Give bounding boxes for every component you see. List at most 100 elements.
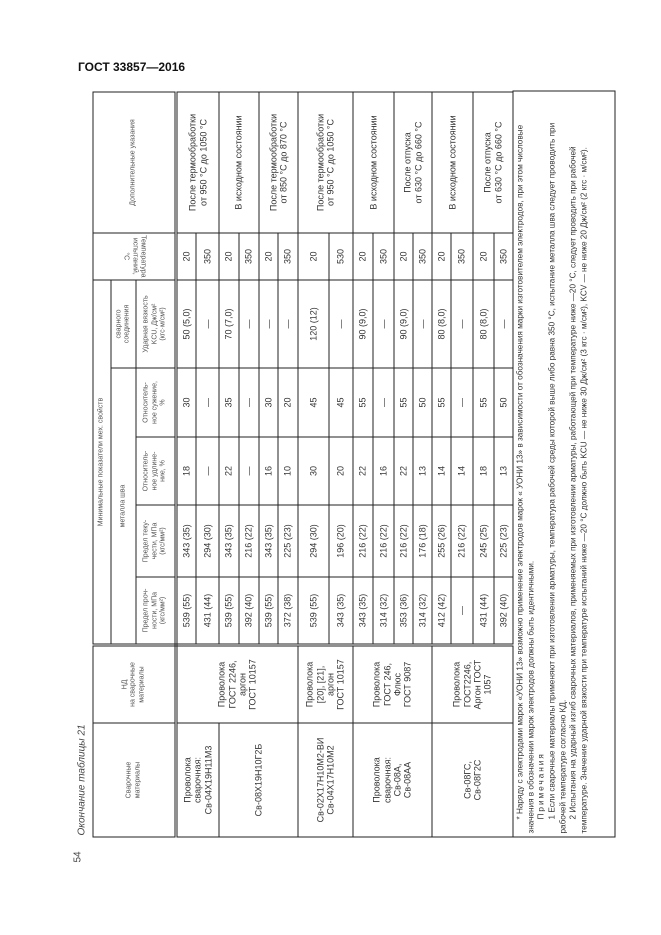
- nd-cell: Проволока ГОСТ2246, Аргон ГОСТ 1057: [431, 644, 513, 723]
- ultimate-strength-cell: 343 (35): [328, 576, 353, 645]
- reduction-cell: 55: [352, 367, 373, 437]
- test-temp-cell: 350: [195, 232, 219, 280]
- notes-heading: Примечания: [536, 751, 546, 819]
- test-temp-cell: 20: [393, 232, 413, 280]
- footnote-asterisk: * Наряду с электродами марок «УОНИ 13» в…: [515, 124, 535, 833]
- notes-cell: После термообработки от 950 °С до 1050 °…: [297, 91, 353, 233]
- reduction-cell: 20: [277, 367, 298, 437]
- ultimate-strength-cell: 392 (40): [493, 576, 513, 645]
- yield-strength-cell: 216 (22): [372, 504, 394, 577]
- elongation-cell: 14: [431, 436, 451, 505]
- reduction-cell: 50: [493, 367, 513, 437]
- yield-strength-cell: 294 (30): [195, 504, 219, 577]
- impact-cell: —: [258, 279, 278, 368]
- header-nd: НД на сварочные материалы: [92, 644, 176, 723]
- notes-cell: После отпуска от 630 °С до 660 °С: [393, 91, 432, 233]
- notes-cell: После отпуска от 630 °С до 660 °С: [472, 91, 513, 233]
- yield-strength-cell: 255 (26): [431, 504, 451, 577]
- test-temp-cell: 20: [352, 232, 373, 280]
- test-temp-cell: 20: [431, 232, 451, 280]
- yield-strength-cell: 343 (35): [175, 504, 196, 577]
- table-header: Сварочные материалы НД на сварочные мате…: [92, 91, 176, 837]
- yield-strength-cell: 225 (23): [277, 504, 298, 577]
- test-temp-cell: 20: [472, 232, 494, 280]
- notes-cell: После термообработки от 850 °С до 870 °С: [258, 91, 298, 233]
- yield-strength-cell: 216 (22): [238, 504, 259, 577]
- elongation-cell: 18: [472, 436, 494, 505]
- elongation-cell: 20: [328, 436, 353, 505]
- test-temp-cell: 350: [238, 232, 259, 280]
- header-ultimate-strength: Предел проч- ности, МПа (кгс/мм²): [135, 576, 176, 645]
- elongation-cell: —: [195, 436, 219, 505]
- impact-cell: 80 (8,0): [472, 279, 494, 368]
- notes-cell: В исходном состоянии: [431, 91, 473, 233]
- header-weld-metal: металла шва: [110, 367, 136, 645]
- rotated-table-page: 54 Окончание таблицы 21 Сварочные матери…: [70, 90, 615, 870]
- elongation-cell: —: [238, 436, 259, 505]
- impact-cell: 80 (8,0): [431, 279, 451, 368]
- impact-cell: 90 (9,0): [352, 279, 373, 368]
- header-reduction: Относитель- ное сужение, %: [135, 367, 176, 437]
- reduction-cell: —: [238, 367, 259, 437]
- header-elongation: Относитель- ное удлине- ние, %: [135, 436, 176, 505]
- elongation-cell: 18: [175, 436, 196, 505]
- impact-cell: —: [412, 279, 432, 368]
- yield-strength-cell: 245 (25): [472, 504, 494, 577]
- ultimate-strength-cell: —: [450, 576, 473, 645]
- test-temp-cell: 350: [277, 232, 298, 280]
- nd-cell: Проволока ГОСТ 246, Флюс ГОСТ 9087: [352, 644, 432, 723]
- header-notes: Дополнительные указания: [92, 91, 176, 233]
- properties-table: Сварочные материалы НД на сварочные мате…: [92, 91, 513, 837]
- yield-strength-cell: 216 (22): [393, 504, 413, 577]
- test-temp-cell: 350: [493, 232, 513, 280]
- test-temp-cell: 20: [218, 232, 239, 280]
- table-row: Св-08Х19Н10Г2Б 539 (55) 343 (35) 22 35 70 (7,…: [218, 91, 298, 837]
- impact-cell: —: [238, 279, 259, 368]
- yield-strength-cell: 216 (22): [450, 504, 473, 577]
- yield-strength-cell: 176 (18): [412, 504, 432, 577]
- impact-cell: 120 (12): [297, 279, 329, 368]
- yield-strength-cell: 294 (30): [297, 504, 329, 577]
- header-impact: Ударная вязкость KCU, Дж/см² (кгс·м/см²): [135, 279, 176, 368]
- material-cell: Св-02Х17Н10М2-ВИ Св-04Х17Н10М2: [297, 722, 353, 837]
- elongation-cell: 10: [277, 436, 298, 505]
- notes-cell: В исходном состоянии: [352, 91, 394, 233]
- yield-strength-cell: 343 (35): [218, 504, 239, 577]
- page-number: 54: [72, 850, 83, 862]
- elongation-cell: 22: [393, 436, 413, 505]
- note-2: 2 Испытания на ударный изгиб сварочных м…: [568, 145, 588, 833]
- table-row: Проволока сварочная: Св-04Х19Н11М3 Провол…: [175, 91, 298, 837]
- impact-cell: 70 (7,0): [218, 279, 239, 368]
- impact-cell: —: [493, 279, 513, 368]
- notes-cell: В исходном состоянии: [218, 91, 259, 233]
- ultimate-strength-cell: 392 (40): [238, 576, 259, 645]
- ultimate-strength-cell: 431 (44): [195, 576, 219, 645]
- ultimate-strength-cell: 353 (36): [393, 576, 413, 645]
- yield-strength-cell: 196 (20): [328, 504, 353, 577]
- test-temp-cell: 350: [450, 232, 473, 280]
- ultimate-strength-cell: 343 (35): [352, 576, 373, 645]
- nd-cell: Проволока [20], [21], аргон ГОСТ 10157: [297, 644, 353, 723]
- impact-cell: —: [277, 279, 298, 368]
- ultimate-strength-cell: 539 (55): [175, 576, 196, 645]
- ultimate-strength-cell: 412 (42): [431, 576, 451, 645]
- elongation-cell: 16: [258, 436, 278, 505]
- ultimate-strength-cell: 539 (55): [297, 576, 329, 645]
- reduction-cell: 45: [297, 367, 329, 437]
- impact-cell: —: [450, 279, 473, 368]
- yield-strength-cell: 343 (35): [258, 504, 278, 577]
- elongation-cell: 13: [493, 436, 513, 505]
- nd-cell: Проволока ГОСТ 2246, аргон ГОСТ 10157: [175, 644, 298, 723]
- material-cell: Проволока сварочная: Св-04Х19Н11М3: [175, 722, 219, 837]
- notes-cell: После термообработки от 950 °С до 1050 °…: [175, 91, 219, 233]
- reduction-cell: 55: [431, 367, 451, 437]
- table-row: Проволока сварочная: Св-08А, Св-08АА Пров…: [352, 91, 432, 837]
- impact-cell: 50 (5,0): [175, 279, 196, 368]
- yield-strength-cell: 216 (22): [352, 504, 373, 577]
- ultimate-strength-cell: 539 (55): [258, 576, 278, 645]
- ultimate-strength-cell: 431 (44): [472, 576, 494, 645]
- reduction-cell: 45: [328, 367, 353, 437]
- test-temp-cell: 20: [175, 232, 196, 280]
- elongation-cell: 14: [450, 436, 473, 505]
- reduction-cell: —: [195, 367, 219, 437]
